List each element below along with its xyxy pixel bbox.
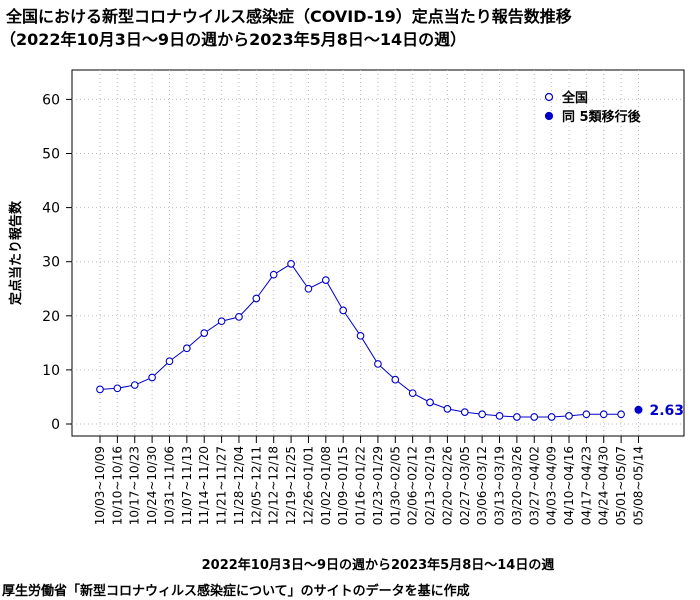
data-point-national <box>252 294 261 303</box>
x-tick-label: 12/26~01/01 <box>301 446 315 525</box>
x-tick-label: 03/06~03/12 <box>475 446 489 525</box>
x-tick-label: 12/19~12/25 <box>284 446 298 525</box>
data-point-national <box>130 381 139 389</box>
x-tick-label: 01/30~02/05 <box>388 446 402 525</box>
chart-title: 全国における新型コロナウイルス感染症（COVID-19）定点当たり報告数推移 <box>5 7 572 26</box>
data-point-national <box>321 276 330 284</box>
y-tick-label: 40 <box>42 201 60 217</box>
data-point-national <box>183 344 191 353</box>
data-point-national <box>495 412 504 420</box>
data-point-national <box>426 398 434 407</box>
x-tick-label: 11/14~11/20 <box>197 446 211 525</box>
x-axis-label: 2022年10月3日〜9日の週から2023年5月8日〜14日の週 <box>202 557 555 573</box>
x-tick-label: 04/24~04/30 <box>597 446 611 525</box>
x-tick-label: 02/20~02/26 <box>440 446 454 525</box>
x-tick-label: 01/09~01/15 <box>336 446 350 525</box>
data-point-after-class5 <box>634 405 643 414</box>
x-tick-label: 10/24~10/30 <box>145 446 159 525</box>
x-tick-label: 12/05~12/11 <box>249 446 263 525</box>
data-point-national <box>408 389 417 398</box>
series-group: 2.63 <box>96 260 684 421</box>
data-point-national <box>582 410 591 419</box>
y-tick-label: 50 <box>42 147 60 163</box>
data-point-national <box>513 413 521 421</box>
data-point-national <box>374 360 382 368</box>
y-tick-label: 60 <box>42 92 60 108</box>
x-tick-label: 04/17~04/23 <box>579 446 593 525</box>
y-tick-label: 10 <box>42 363 60 379</box>
x-tick-label: 03/13~03/19 <box>493 446 507 525</box>
data-point-national <box>235 313 243 321</box>
x-tick-label: 01/16~01/22 <box>354 446 368 525</box>
legend: 全国 同 5類移行後 <box>544 90 642 125</box>
x-axis: 10/03~10/09 10/10~10/16 10/17~10/23 10/24~1… <box>93 436 645 525</box>
x-tick-label: 05/01~05/07 <box>614 446 628 525</box>
data-point-national <box>443 405 452 413</box>
data-point-national <box>148 373 156 382</box>
grid <box>72 70 684 436</box>
data-point-national <box>460 408 469 416</box>
x-tick-label: 11/28~12/04 <box>232 446 246 525</box>
data-point-national <box>304 284 313 293</box>
chart-subtitle: （2022年10月3日〜9日の週から2023年5月8日〜14日の週） <box>0 30 466 49</box>
data-point-national <box>269 270 278 279</box>
x-tick-label: 11/21~11/27 <box>215 446 229 525</box>
legend-label-national: 全国 <box>561 90 588 106</box>
data-point-national <box>599 410 608 419</box>
data-point-national <box>356 331 365 340</box>
y-tick-label: 0 <box>51 417 60 433</box>
legend-marker-open <box>544 92 554 102</box>
x-tick-label: 03/20~03/26 <box>510 446 524 525</box>
data-point-national <box>565 412 573 420</box>
data-point-national <box>96 385 104 394</box>
y-axis-label: 定点当たり報告数 <box>8 200 24 306</box>
x-tick-label: 05/08~05/14 <box>631 446 645 525</box>
x-tick-label: 10/31~11/06 <box>162 446 176 525</box>
x-tick-label: 03/27~04/02 <box>527 446 541 525</box>
data-point-national <box>113 384 122 393</box>
x-tick-label: 10/03~10/09 <box>93 446 107 525</box>
x-tick-label: 02/13~02/19 <box>423 446 437 525</box>
source-note: 厚生労働省「新型コロナウィルス感染症について」のサイトのデータを基に作成 <box>2 583 470 599</box>
x-tick-label: 12/12~12/18 <box>267 446 281 525</box>
data-point-national <box>617 410 625 419</box>
y-axis: 0 10 20 30 40 50 60 <box>42 92 72 433</box>
data-point-national <box>391 375 400 384</box>
data-point-national <box>478 410 486 419</box>
x-tick-label: 11/07~11/13 <box>180 446 194 525</box>
x-tick-label: 01/23~01/29 <box>371 446 385 525</box>
x-tick-label: 01/02~01/08 <box>319 446 333 525</box>
data-point-national <box>530 413 539 421</box>
legend-marker-filled <box>544 111 554 121</box>
data-point-national <box>547 413 556 421</box>
x-tick-label: 04/10~04/16 <box>562 446 576 525</box>
x-tick-label: 02/06~02/12 <box>406 446 420 525</box>
y-tick-label: 20 <box>42 309 60 325</box>
data-point-national <box>217 317 226 326</box>
data-point-national <box>165 357 174 366</box>
x-tick-label: 02/27~03/05 <box>458 446 472 525</box>
x-tick-label: 04/03~04/09 <box>545 446 559 525</box>
x-tick-label: 10/10~10/16 <box>110 446 124 525</box>
legend-label-after-class5: 同 5類移行後 <box>562 109 642 125</box>
data-point-national <box>200 329 209 337</box>
data-point-national <box>287 260 295 268</box>
y-tick-label: 30 <box>42 255 60 271</box>
x-tick-label: 10/17~10/23 <box>128 446 142 525</box>
data-point-national <box>339 306 348 315</box>
data-label-after-class5: 2.63 <box>649 403 684 419</box>
